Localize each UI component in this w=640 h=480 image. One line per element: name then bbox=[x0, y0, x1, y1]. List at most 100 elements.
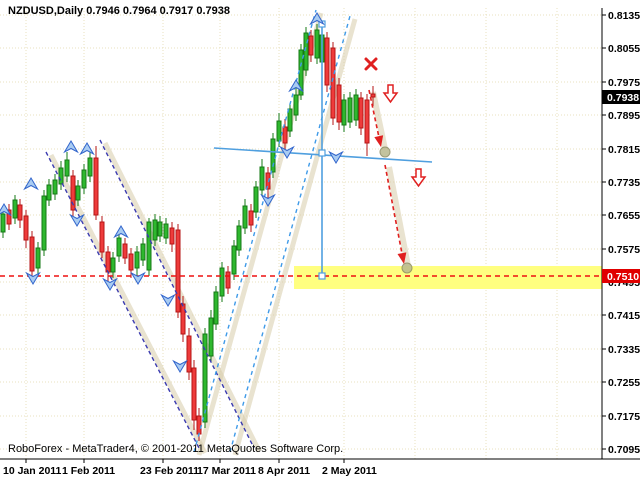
candle-body-bear bbox=[330, 47, 336, 119]
candle-body-bear bbox=[358, 97, 364, 129]
line-handle[interactable] bbox=[318, 149, 326, 157]
forecast-target-dot bbox=[379, 146, 391, 158]
candle bbox=[134, 246, 140, 276]
sell-arrow-icon bbox=[410, 168, 427, 188]
fractal-down-icon bbox=[260, 193, 276, 207]
candle bbox=[186, 328, 192, 380]
fractal-down-icon bbox=[25, 271, 41, 285]
candle-body-bull bbox=[236, 225, 242, 251]
candle bbox=[87, 150, 93, 182]
candle-body-bear bbox=[122, 243, 128, 259]
candle-body-bear bbox=[180, 303, 186, 335]
descending-channel-line bbox=[99, 139, 255, 449]
fractal-up-icon bbox=[288, 79, 304, 93]
candle-body-bull bbox=[157, 221, 163, 237]
candle-body-bull bbox=[219, 267, 225, 297]
candle-body-bull bbox=[293, 94, 299, 116]
candle-body-bear bbox=[93, 157, 99, 216]
copyright-watermark: RoboForex - MetaTrader4, © 2001-2011 Met… bbox=[8, 443, 344, 455]
candle bbox=[157, 216, 163, 242]
candle-body-bull bbox=[52, 179, 58, 195]
fractal-down-icon bbox=[130, 271, 146, 285]
forecast-target-dot bbox=[401, 262, 413, 274]
forecast-arrowhead bbox=[374, 135, 384, 147]
candle-body-bear bbox=[265, 172, 271, 190]
candle bbox=[265, 167, 271, 201]
current-price-box bbox=[602, 90, 640, 104]
fractal-down-icon bbox=[279, 145, 295, 159]
candle bbox=[213, 286, 219, 330]
candle bbox=[236, 220, 242, 256]
candle bbox=[75, 180, 81, 206]
candle-body-bull bbox=[58, 167, 64, 185]
candle-body-bull bbox=[314, 29, 320, 59]
target-price-box bbox=[602, 269, 640, 283]
target-highlight-band bbox=[294, 266, 602, 289]
candle-body-bear bbox=[336, 84, 342, 123]
chart-title: NZDUSD,Daily 0.7946 0.7964 0.7917 0.7938 bbox=[8, 5, 230, 17]
candle bbox=[293, 88, 299, 121]
candle-body-bull bbox=[75, 185, 81, 201]
candle-body-bear bbox=[225, 271, 231, 289]
candle bbox=[336, 78, 342, 130]
candle bbox=[122, 238, 128, 264]
forecast-arrow-dashed bbox=[368, 89, 381, 140]
candle-body-bear bbox=[105, 251, 111, 273]
candle-body-bull bbox=[116, 237, 122, 257]
fractal-up-icon bbox=[23, 177, 39, 191]
candle-body-bull bbox=[242, 205, 248, 229]
candle-body-bull bbox=[146, 221, 152, 271]
candle-body-bull bbox=[134, 251, 140, 269]
candle bbox=[64, 152, 70, 182]
forecast-arrow-shadow bbox=[386, 166, 411, 267]
candle bbox=[231, 240, 237, 280]
candle bbox=[110, 252, 116, 278]
candle bbox=[146, 218, 152, 276]
candle bbox=[248, 204, 254, 232]
candle bbox=[23, 210, 29, 248]
candle-body-bull bbox=[81, 169, 87, 189]
candle-body-bear bbox=[17, 204, 23, 221]
candle bbox=[287, 103, 293, 137]
price-axis-label: 0.7255 bbox=[608, 377, 640, 389]
forecast-arrowhead bbox=[397, 252, 407, 264]
candle-body-bear bbox=[128, 253, 134, 271]
candle bbox=[358, 92, 364, 135]
candle-body-bull bbox=[41, 195, 47, 251]
fractal-up-icon bbox=[79, 142, 95, 156]
fractal-up-icon bbox=[63, 140, 79, 154]
forecast-arrow-shadow bbox=[370, 91, 388, 150]
candle-body-bull bbox=[140, 243, 146, 261]
candle bbox=[308, 30, 314, 62]
date-axis-label: 1 Feb 2011 bbox=[62, 465, 115, 477]
candle bbox=[191, 360, 197, 430]
candle-body-bear bbox=[175, 229, 181, 313]
candle-body-bull bbox=[0, 213, 6, 233]
candle bbox=[282, 119, 288, 151]
candle bbox=[330, 42, 336, 125]
candle-body-bull bbox=[270, 138, 276, 173]
candle-body-bull bbox=[202, 333, 208, 423]
price-axis-label: 0.7335 bbox=[608, 344, 640, 356]
candle-body-bull bbox=[259, 166, 265, 191]
candle-body-bear bbox=[186, 335, 192, 373]
candle-body-bull bbox=[35, 247, 41, 269]
current-price-box-label: 0.7938 bbox=[607, 92, 639, 104]
candle-body-bull bbox=[110, 257, 116, 273]
candle bbox=[163, 218, 169, 244]
candle bbox=[116, 232, 122, 262]
fractal-down-icon bbox=[69, 213, 85, 227]
sell-x-marker bbox=[364, 57, 378, 71]
ascending-channel-line bbox=[229, 15, 351, 453]
candle bbox=[81, 164, 87, 194]
price-axis-label: 0.7735 bbox=[608, 177, 640, 189]
candle-body-bull bbox=[208, 317, 214, 357]
candle bbox=[180, 296, 186, 342]
line-handle[interactable] bbox=[318, 272, 326, 280]
candle bbox=[242, 199, 248, 234]
candle-body-bear bbox=[169, 227, 175, 245]
candle-body-bull bbox=[213, 291, 219, 325]
candle bbox=[270, 133, 276, 178]
